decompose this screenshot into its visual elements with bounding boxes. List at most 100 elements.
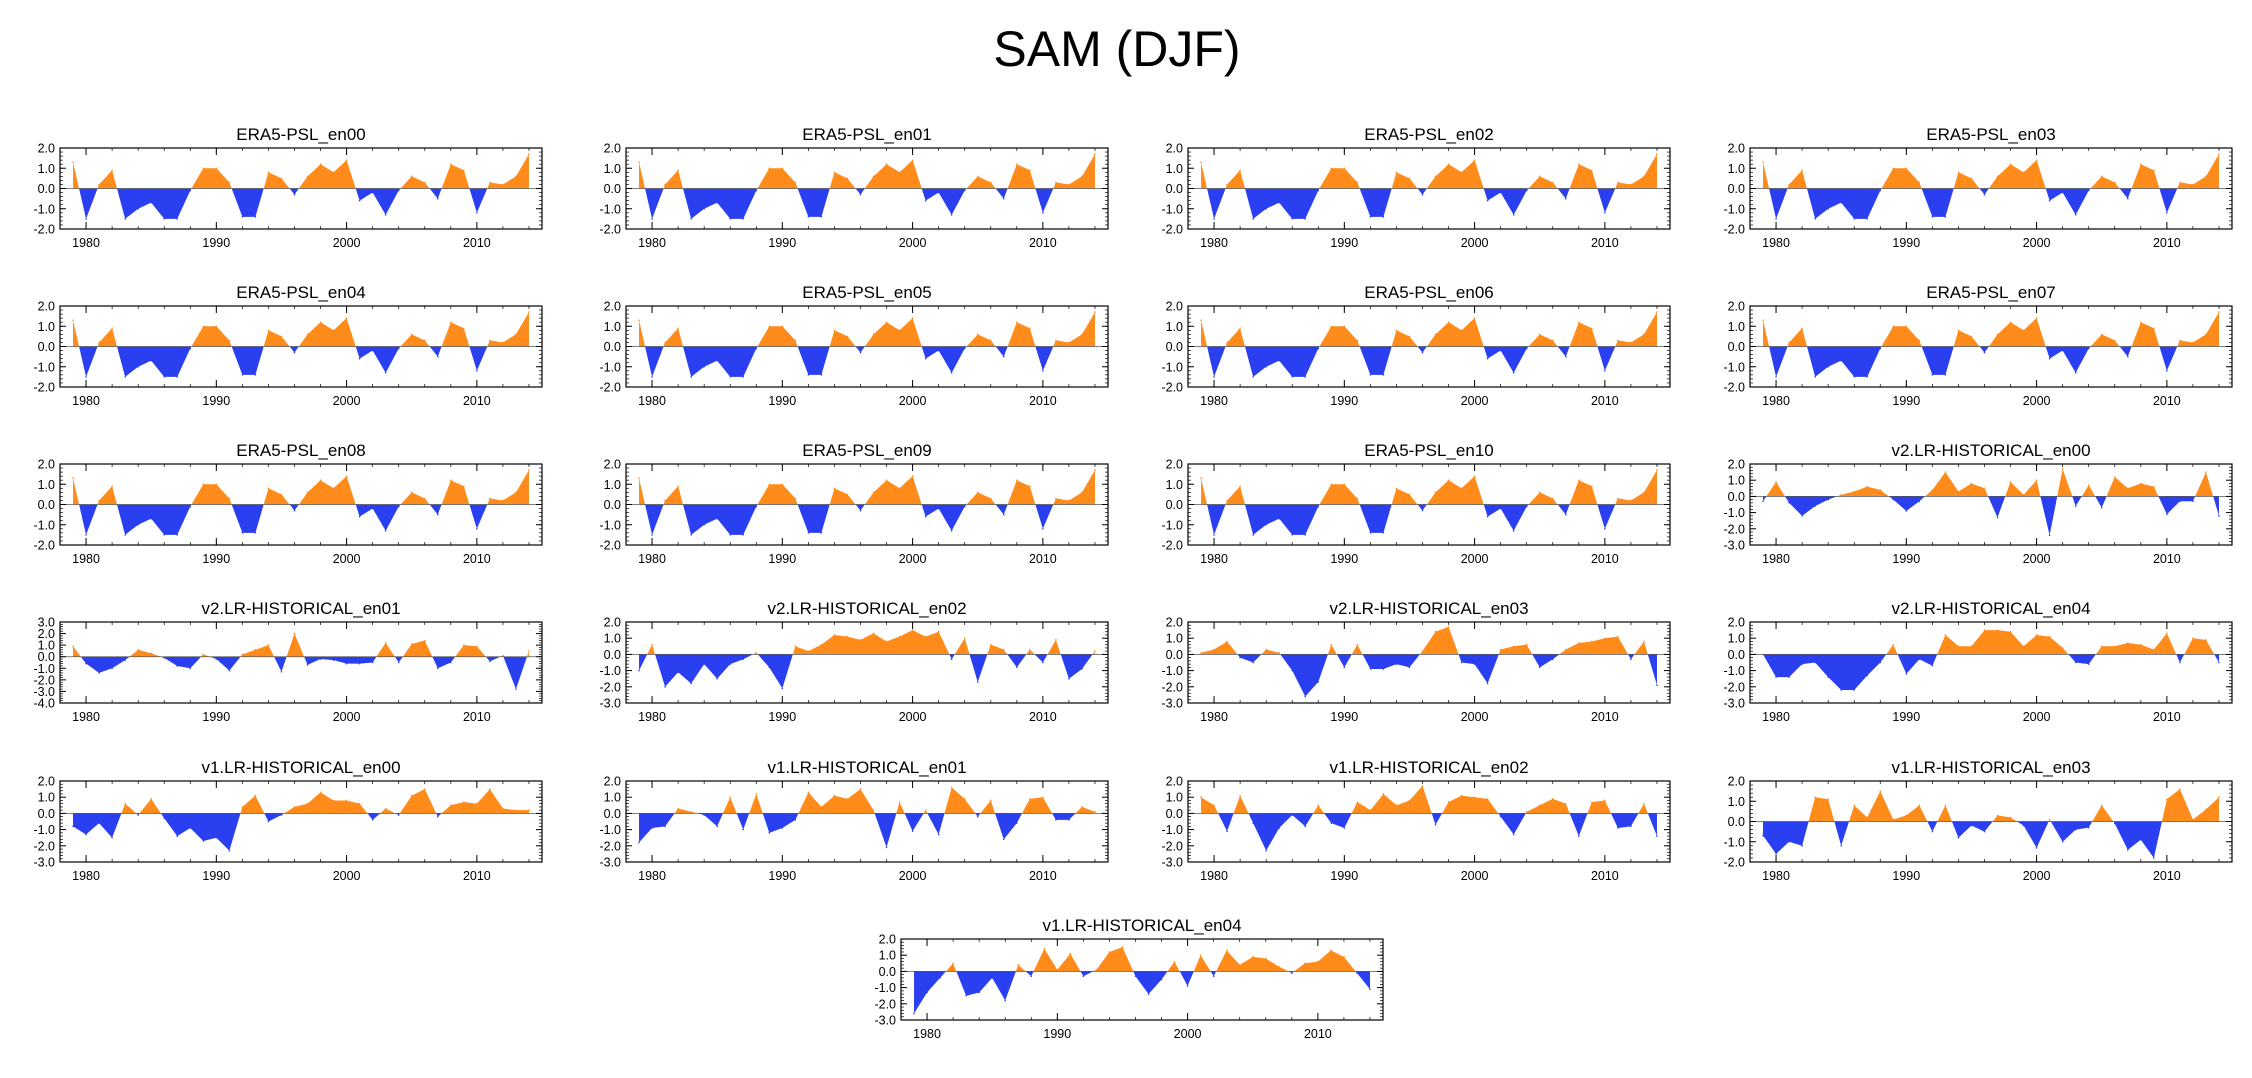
y-tick-label: 0.0 — [879, 965, 896, 979]
data-point — [306, 664, 309, 666]
y-tick-label: -3.0 — [33, 685, 55, 699]
data-point — [306, 491, 309, 494]
data-point — [1356, 339, 1359, 342]
data-point — [1460, 794, 1463, 797]
panel: ERA5-PSL_en07 2.0 1.0 0.0 -1.0 -2.0 1980 1990 20… — [1723, 283, 2233, 408]
data-point — [280, 493, 283, 496]
data-point — [1564, 802, 1567, 805]
data-point — [1814, 376, 1816, 378]
data-point — [1643, 333, 1645, 336]
data-point — [1252, 218, 1254, 220]
y-tick-label: 0.0 — [38, 498, 55, 512]
data-point — [1656, 311, 1658, 313]
data-point — [963, 637, 966, 639]
data-point — [965, 994, 967, 997]
data-point — [742, 534, 745, 536]
x-tick-label: 2010 — [463, 710, 491, 724]
panel-title: ERA5-PSL_en00 — [236, 125, 365, 144]
panel-areas — [1762, 788, 2220, 859]
data-point — [2022, 493, 2025, 496]
data-point — [651, 827, 653, 829]
data-point — [215, 483, 218, 486]
data-point — [2048, 635, 2051, 638]
data-point — [1042, 528, 1044, 530]
negative-area — [1769, 346, 2178, 377]
data-point — [872, 333, 875, 336]
x-tick-label: 1980 — [1200, 552, 1228, 566]
y-tick-label: -1.0 — [599, 664, 621, 678]
data-point — [1801, 515, 1803, 517]
data-point — [807, 791, 810, 794]
data-point — [280, 177, 283, 180]
panel-areas — [72, 469, 530, 536]
x-tick-label: 1980 — [72, 236, 100, 250]
data-point — [2113, 181, 2116, 184]
panel-frame — [900, 938, 1384, 1021]
x-tick-label: 1990 — [768, 552, 796, 566]
data-point — [872, 175, 875, 178]
data-point — [1186, 985, 1189, 987]
data-point — [1578, 835, 1580, 837]
data-point — [1996, 175, 1999, 178]
data-point — [1512, 214, 1515, 216]
data-point — [911, 830, 914, 833]
data-point — [768, 832, 771, 834]
x-tick-label: 2000 — [333, 394, 361, 408]
data-point — [2074, 214, 2077, 216]
data-point — [820, 374, 823, 376]
data-point — [1291, 669, 1294, 672]
data-point — [911, 475, 914, 477]
data-point — [1840, 493, 1842, 496]
data-point — [1931, 489, 1934, 491]
data-point — [1892, 325, 1895, 328]
positive-area — [73, 633, 529, 657]
y-tick-label: -1.0 — [33, 518, 55, 532]
y-tick-label: 1.0 — [1166, 162, 1183, 176]
data-point — [371, 349, 374, 352]
data-point — [150, 798, 152, 800]
data-point — [2100, 333, 2103, 336]
data-point — [859, 639, 862, 641]
data-point — [768, 666, 771, 669]
y-tick-label: -2.0 — [33, 673, 55, 687]
data-point — [489, 497, 491, 500]
x-tick-label: 1990 — [1892, 869, 1920, 883]
data-point — [846, 635, 849, 638]
data-point — [807, 374, 810, 376]
data-point — [833, 329, 836, 332]
data-point — [1591, 801, 1593, 803]
data-point — [1578, 321, 1580, 324]
data-point — [267, 487, 270, 490]
x-tick-label: 2000 — [1461, 710, 1489, 724]
data-point — [2140, 321, 2142, 324]
data-point — [476, 370, 478, 372]
data-point — [436, 667, 439, 670]
data-point — [963, 505, 966, 508]
panel: v2.LR-HISTORICAL_en04 2.0 1.0 0.0 -1.0 -2.0 -3… — [1723, 599, 2233, 724]
data-point — [306, 175, 309, 178]
data-point — [729, 534, 732, 536]
data-point — [397, 814, 400, 816]
y-tick-label: 1.0 — [604, 632, 621, 646]
data-point — [476, 528, 478, 530]
negative-area — [1218, 813, 1657, 851]
data-point — [664, 686, 666, 688]
data-point — [1996, 629, 1999, 631]
y-tick-label: -2.0 — [599, 539, 621, 553]
data-point — [228, 497, 231, 500]
data-point — [358, 662, 361, 665]
panel: ERA5-PSL_en08 2.0 1.0 0.0 -1.0 -2.0 1980 1990 20… — [33, 441, 543, 566]
data-point — [1421, 193, 1424, 196]
x-tick-label: 2010 — [1591, 552, 1619, 566]
x-tick-label: 1990 — [1330, 236, 1358, 250]
data-point — [1604, 370, 1606, 372]
data-point — [742, 376, 745, 378]
data-point — [1447, 479, 1450, 482]
y-tick-label: 1.0 — [604, 791, 621, 805]
data-point — [807, 532, 810, 534]
data-point — [1983, 487, 1986, 490]
data-point — [332, 329, 335, 332]
data-point — [1525, 189, 1528, 192]
data-point — [1970, 824, 1973, 827]
data-point — [859, 351, 862, 354]
